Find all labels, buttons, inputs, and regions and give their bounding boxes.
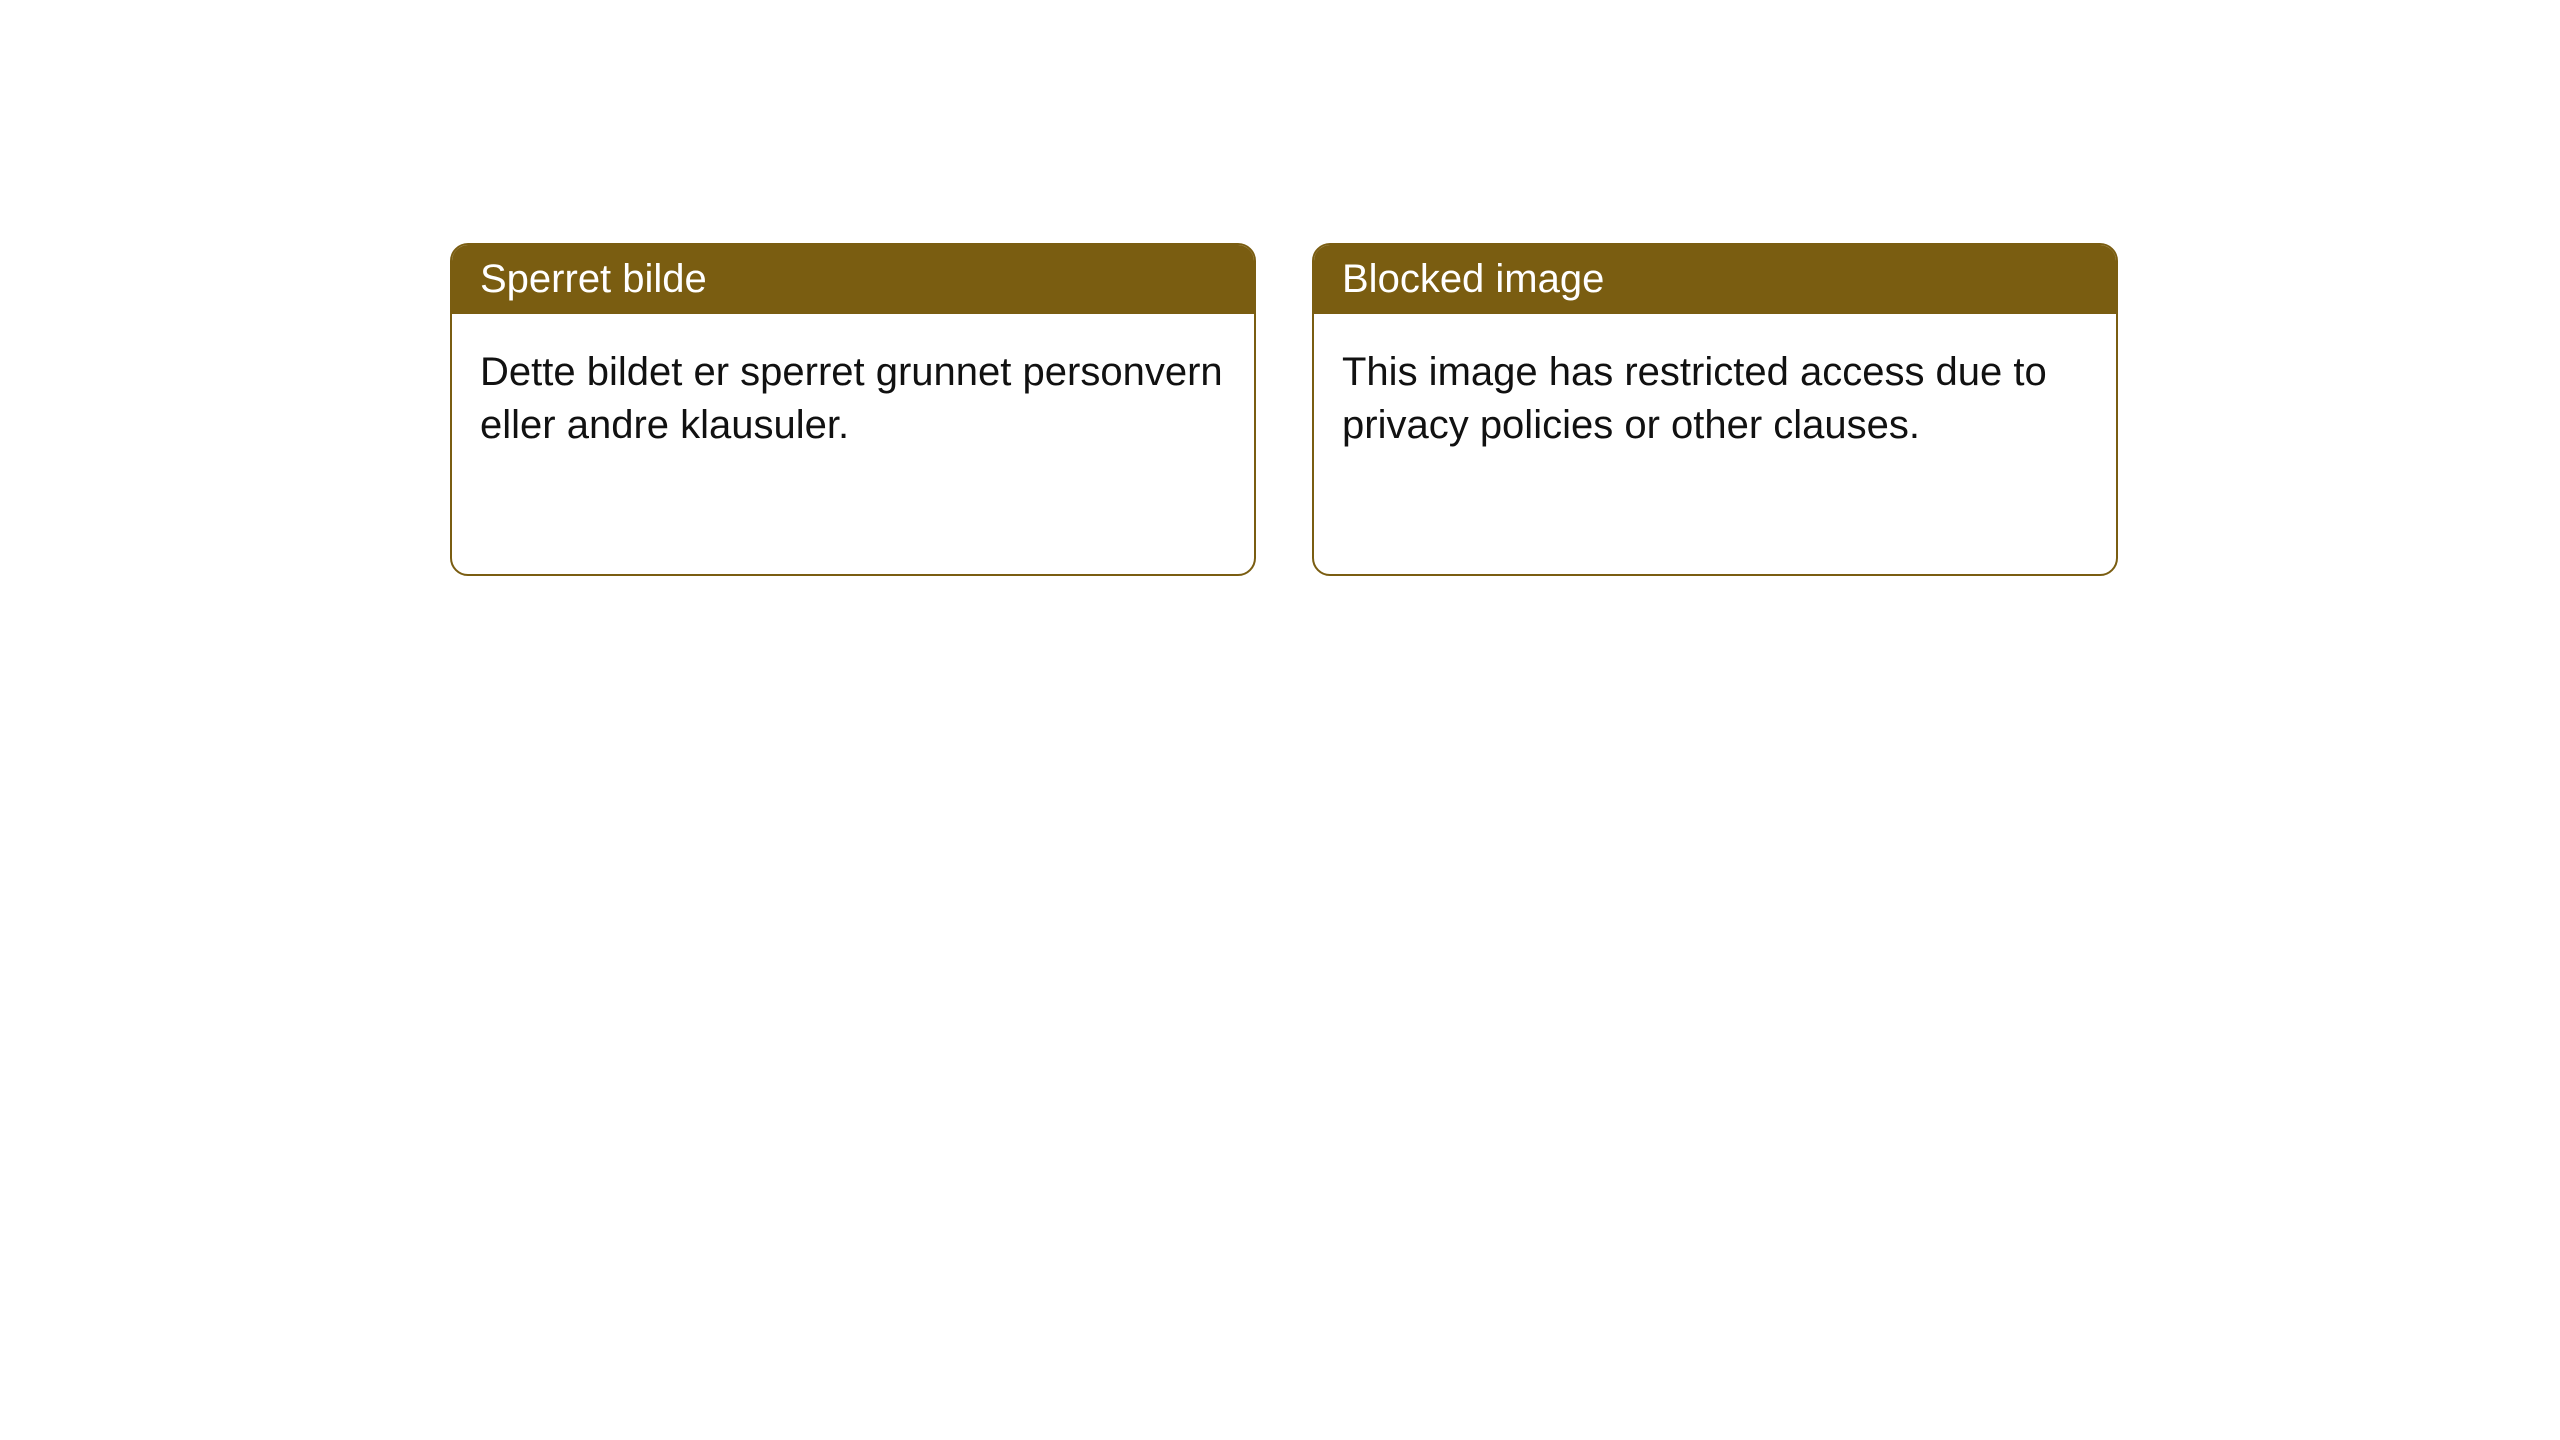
card-title-no: Sperret bilde xyxy=(480,257,707,301)
card-title-en: Blocked image xyxy=(1342,257,1604,301)
card-body-no: Dette bildet er sperret grunnet personve… xyxy=(452,314,1254,574)
card-text-en: This image has restricted access due to … xyxy=(1342,346,2088,452)
notice-card-no: Sperret bilde Dette bildet er sperret gr… xyxy=(450,243,1256,576)
card-header-no: Sperret bilde xyxy=(452,245,1254,314)
card-header-en: Blocked image xyxy=(1314,245,2116,314)
notice-container: Sperret bilde Dette bildet er sperret gr… xyxy=(450,243,2118,576)
notice-card-en: Blocked image This image has restricted … xyxy=(1312,243,2118,576)
card-text-no: Dette bildet er sperret grunnet personve… xyxy=(480,346,1226,452)
card-body-en: This image has restricted access due to … xyxy=(1314,314,2116,574)
